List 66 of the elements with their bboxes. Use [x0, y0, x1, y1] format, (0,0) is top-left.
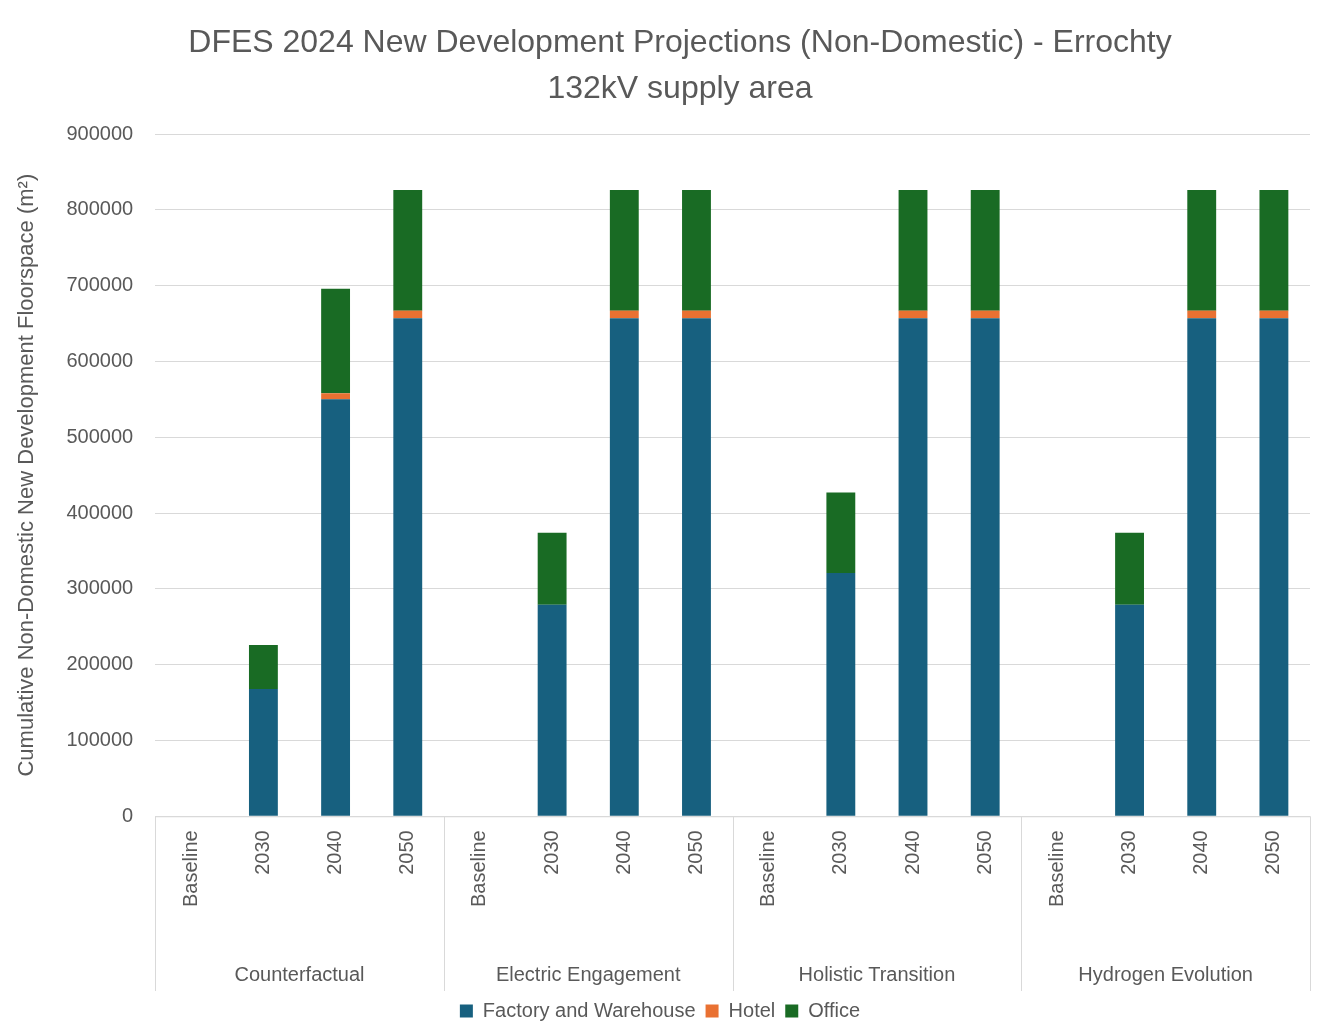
chart-title: DFES 2024 New Development Projections (Non-Domestic) - Errochty 132kV supply area	[187, 22, 1173, 107]
y-tick-label: 100000	[66, 727, 134, 750]
bar	[321, 288, 351, 394]
x-tick-label: Baseline	[1044, 830, 1067, 907]
legend-label: Factory and Warehouse	[482, 998, 696, 1021]
x-tick-label: 2050	[684, 830, 706, 875]
x-tick-label: 2040	[323, 830, 346, 875]
y-tick-label: 500000	[66, 424, 134, 447]
bar	[898, 318, 928, 816]
x-tick-label: 2030	[1117, 830, 1140, 875]
y-tick-label: 900000	[66, 121, 134, 144]
bar	[682, 190, 711, 311]
bar	[1187, 318, 1217, 816]
y-tick-label: 600000	[66, 348, 134, 371]
text: Hydrogen Evolution	[1078, 962, 1253, 985]
bar	[1259, 310, 1289, 319]
bar	[1187, 190, 1217, 311]
y-tick-label: 700000	[66, 273, 134, 296]
bar	[1187, 310, 1217, 319]
bar	[393, 318, 423, 816]
bar	[609, 190, 639, 311]
x-tick-label: 2050	[1261, 830, 1284, 875]
text: Electric Engagement	[495, 962, 681, 985]
bar	[682, 310, 711, 319]
y-tick-label: 800000	[66, 197, 134, 220]
bar	[1115, 604, 1144, 816]
bar	[970, 318, 1000, 816]
x-tick-label: 2030	[539, 830, 562, 875]
x-tick-label: Baseline	[178, 830, 201, 907]
bar	[321, 393, 351, 400]
bar	[537, 532, 567, 605]
bar	[609, 310, 639, 319]
x-tick-label: 2030	[828, 830, 851, 875]
y-tick-label: 0	[122, 803, 134, 826]
x-tick-label: 2050	[972, 830, 995, 875]
x-tick-label: 2050	[395, 830, 418, 875]
bar	[248, 688, 278, 816]
x-tick-label: Baseline	[756, 830, 779, 907]
bar	[609, 318, 639, 816]
x-tick-label: 2040	[900, 830, 923, 875]
bar	[970, 190, 1000, 311]
bar	[1259, 190, 1289, 311]
x-tick-label: Baseline	[467, 830, 490, 907]
y-tick-label: 300000	[66, 576, 134, 599]
bar	[1259, 318, 1289, 816]
bar	[537, 604, 567, 816]
bar	[898, 190, 928, 311]
x-tick-label: 2040	[611, 830, 634, 875]
bar	[248, 644, 278, 689]
text: Counterfactual	[234, 962, 365, 985]
legend-label: Office	[808, 998, 861, 1021]
legend-label: Hotel	[728, 998, 776, 1021]
bar	[393, 310, 423, 319]
bar	[970, 310, 1000, 319]
bar	[826, 572, 856, 816]
bar	[321, 399, 351, 816]
bar	[826, 492, 856, 573]
x-tick-label: 2040	[1189, 830, 1212, 875]
bar	[393, 190, 423, 311]
bar	[1115, 532, 1144, 605]
y-axis-title: Cumulative Non-Domestic New Development Floorspace (m²)	[13, 173, 39, 777]
x-tick-label: 2030	[250, 830, 273, 875]
y-tick-label: 400000	[66, 500, 134, 523]
text: Holistic Transition	[798, 962, 956, 985]
y-tick-label: 200000	[66, 652, 134, 675]
bar	[682, 318, 711, 816]
